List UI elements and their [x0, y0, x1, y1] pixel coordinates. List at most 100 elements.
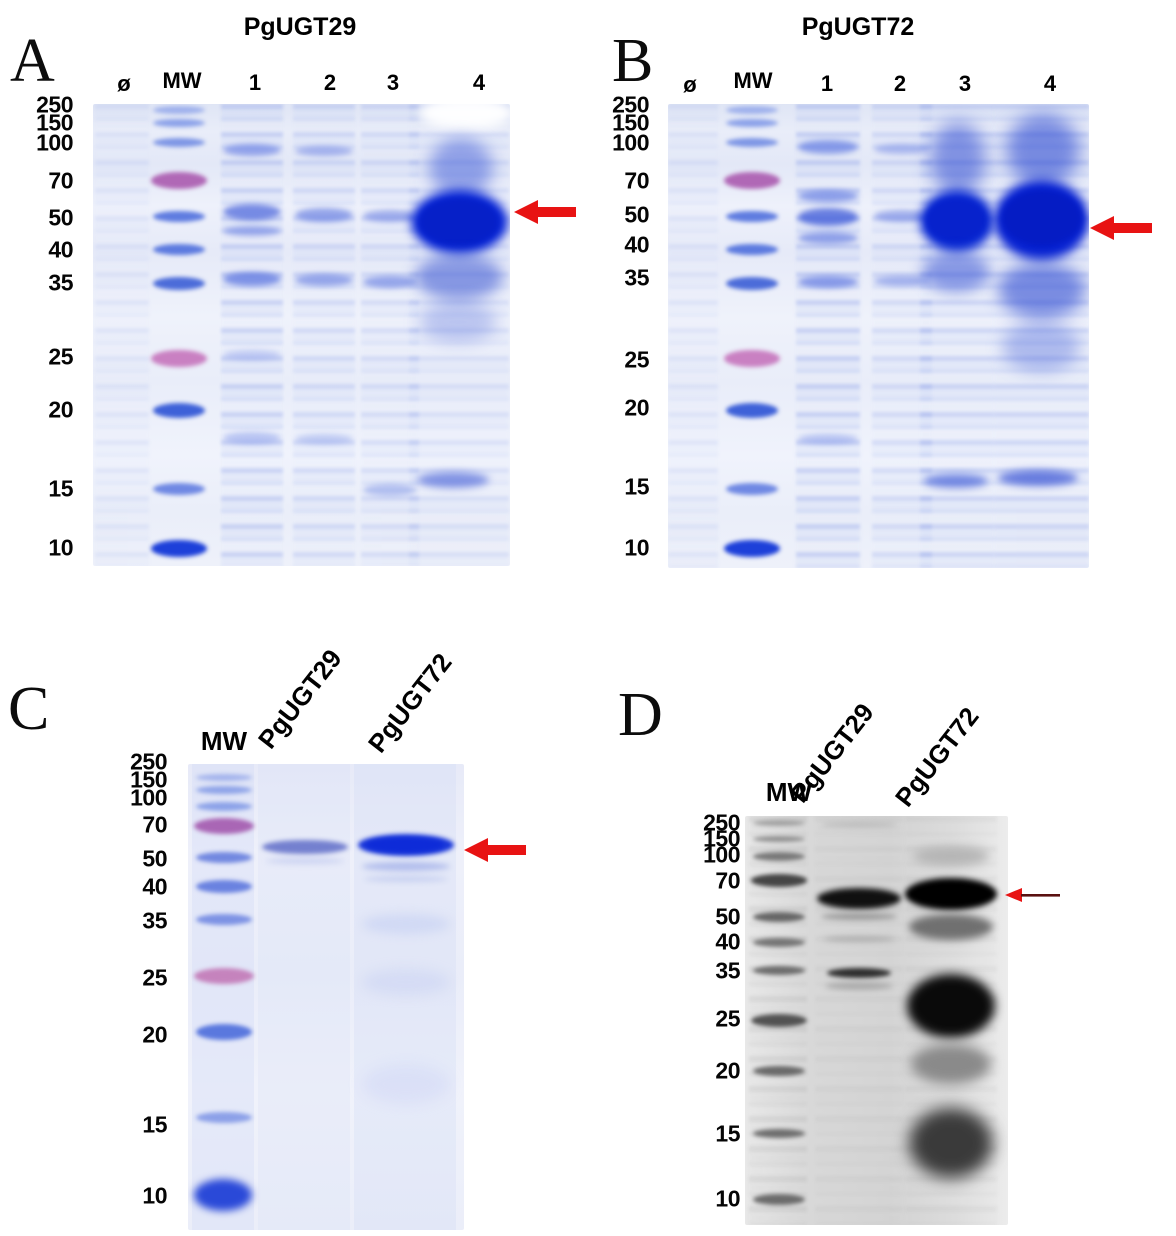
lane-label-empty: ø: [117, 71, 131, 96]
band: [363, 484, 417, 496]
gel-lane-2: [293, 104, 355, 566]
marker-band: [153, 106, 205, 114]
mw-label: 50: [48, 204, 73, 231]
gel-lane-1: [796, 104, 860, 568]
band: [874, 276, 930, 286]
marker-band: [726, 483, 778, 495]
mw-label: 15: [48, 475, 73, 502]
band: [223, 432, 281, 444]
mw-label: 20: [142, 1021, 167, 1048]
lane-label-3: 3: [386, 70, 400, 95]
lane-label-2: 2: [323, 70, 337, 95]
mw-label: 35: [48, 269, 73, 296]
lane-label-pgugt72: PgUGT72: [361, 647, 458, 759]
band: [798, 232, 858, 244]
marker-band: [751, 1014, 807, 1027]
mw-label: 20: [715, 1057, 740, 1084]
red-arrow-icon: [514, 198, 576, 231]
band: [823, 936, 895, 942]
mw-label: 70: [715, 867, 740, 894]
band: [295, 274, 353, 286]
marker-band: [753, 1129, 805, 1138]
mw-label: 25: [715, 1005, 740, 1032]
band: [874, 210, 930, 222]
mw-label: 25: [624, 346, 649, 373]
marker-band: [153, 403, 205, 418]
band: [362, 914, 450, 934]
band: [913, 846, 989, 866]
marker-band: [153, 277, 205, 290]
marker-band: [153, 138, 205, 147]
band: [911, 1044, 991, 1084]
mw-label: 70: [48, 167, 73, 194]
mw-label: 250: [703, 809, 740, 836]
blot-lane-pgugt29: [815, 816, 903, 1225]
band: [364, 876, 448, 882]
mw-label: 10: [48, 534, 73, 561]
mw-label: 100: [612, 129, 649, 156]
mw-label: 70: [142, 811, 167, 838]
band: [798, 276, 858, 288]
mw-label: 100: [130, 784, 167, 811]
detected-protein-band: [905, 878, 997, 910]
gel-image-a: [93, 104, 510, 566]
lane-label-mw: MW: [765, 777, 813, 807]
band: [998, 262, 1086, 318]
mw-label: 40: [624, 231, 649, 258]
marker-band: [196, 1024, 252, 1040]
panel-a-letter: A: [10, 27, 55, 95]
band: [362, 862, 450, 871]
marker-band: [153, 244, 205, 255]
western-blot-image: [745, 816, 1008, 1225]
band: [821, 822, 897, 827]
marker-band: [726, 403, 778, 418]
mw-label: 25: [48, 343, 73, 370]
gel-lane-empty: [668, 104, 718, 568]
mw-label: 40: [142, 873, 167, 900]
gel-image-c: [188, 764, 464, 1230]
band: [223, 226, 281, 236]
lane-label-2: 2: [893, 71, 907, 96]
marker-band: [151, 540, 207, 557]
band: [1006, 114, 1080, 186]
purified-protein-band-core: [366, 838, 444, 852]
mw-label: 50: [624, 201, 649, 228]
gel-lane-mw: [192, 764, 254, 1230]
mw-label: 15: [142, 1111, 167, 1138]
mw-label: 15: [715, 1120, 740, 1147]
band: [798, 190, 858, 202]
marker-band: [153, 483, 205, 495]
marker-band: [751, 874, 807, 887]
marker-band: [196, 774, 252, 781]
red-arrow-icon: [1090, 214, 1152, 247]
band: [825, 982, 893, 990]
mw-label: 250: [612, 91, 649, 118]
lane-label-mw: MW: [200, 726, 248, 756]
band: [998, 470, 1078, 486]
lane-label-3: 3: [958, 71, 972, 96]
marker-band: [196, 1112, 252, 1123]
marker-band: [194, 1179, 252, 1211]
marker-band: [726, 119, 778, 127]
band: [295, 434, 353, 444]
marker-band: [726, 277, 778, 290]
band: [827, 968, 891, 978]
gel-lane-empty: [95, 104, 149, 566]
overexpression-band-core: [1002, 190, 1082, 246]
marker-band: [753, 852, 805, 861]
marker-band: [753, 1066, 805, 1076]
band: [798, 208, 858, 226]
marker-band-pink-25: [194, 968, 254, 984]
band: [429, 138, 493, 198]
mw-label: 70: [624, 167, 649, 194]
mw-label: 10: [142, 1182, 167, 1209]
band: [924, 474, 988, 488]
band: [266, 858, 344, 864]
band: [821, 913, 897, 920]
gel-lane-2: [872, 104, 932, 568]
mw-label: 10: [624, 534, 649, 561]
gel-tear-white: [420, 104, 510, 130]
band: [223, 204, 281, 220]
marker-band: [726, 138, 778, 147]
